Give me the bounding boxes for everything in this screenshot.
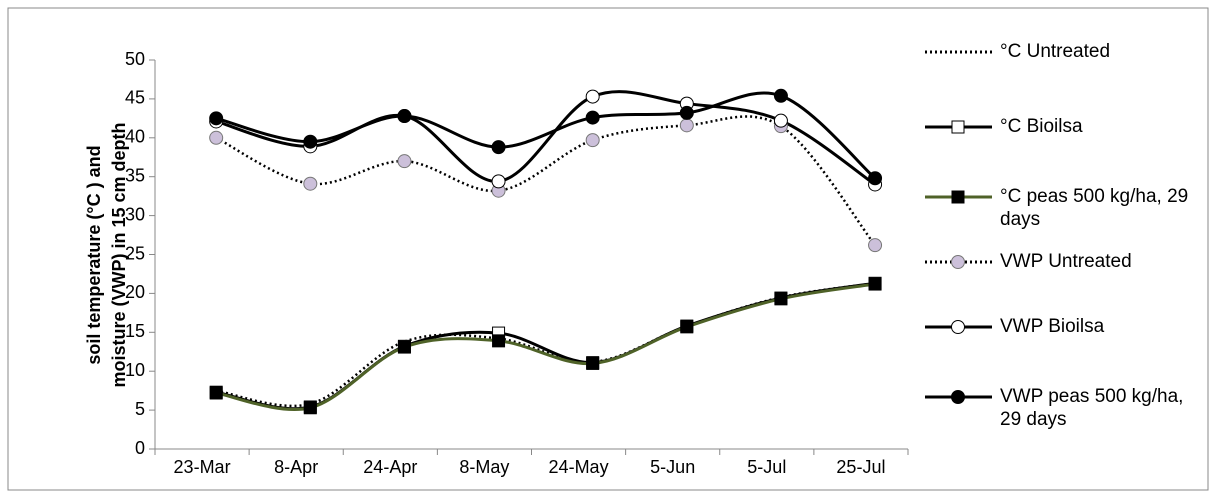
- marker: [679, 105, 694, 120]
- y-tick-label: 5: [135, 399, 145, 419]
- series-line: [215, 115, 877, 246]
- marker: [397, 154, 412, 169]
- marker: [303, 176, 318, 191]
- marker: [680, 320, 694, 334]
- y-tick-label: 35: [125, 165, 145, 185]
- series-line: [215, 91, 877, 180]
- y-axis-label: soil temperature (°C ) and: [84, 145, 104, 364]
- y-tick-label: 40: [125, 127, 145, 147]
- marker: [774, 292, 788, 306]
- legend-label: VWP peas 500 kg/ha, 29 days: [1000, 386, 1184, 430]
- marker: [585, 133, 600, 148]
- marker: [491, 174, 506, 189]
- marker: [585, 89, 600, 104]
- y-tick-label: 10: [125, 360, 145, 380]
- marker: [209, 386, 223, 400]
- marker: [951, 390, 965, 404]
- marker: [951, 320, 965, 334]
- x-tick-label: 5-Jul: [747, 457, 786, 477]
- marker: [397, 340, 411, 354]
- x-tick-label: 25-Jul: [836, 457, 885, 477]
- y-tick-label: 50: [125, 49, 145, 69]
- x-tick-label: 8-May: [459, 457, 509, 477]
- marker: [303, 401, 317, 415]
- series-line: [215, 90, 876, 186]
- x-tick-label: 8-Apr: [274, 457, 318, 477]
- y-tick-label: 30: [125, 204, 145, 224]
- y-tick-label: 0: [135, 438, 145, 458]
- legend-label: VWP Untreated: [1000, 251, 1132, 272]
- marker: [679, 118, 694, 133]
- series-line: [215, 282, 876, 411]
- x-tick-label: 24-May: [549, 457, 609, 477]
- marker: [868, 238, 883, 253]
- marker: [951, 255, 965, 269]
- y-axis-label: moisture (VWP) in 15 cm depth: [109, 122, 129, 387]
- y-tick-label: 45: [125, 88, 145, 108]
- marker: [209, 130, 224, 145]
- marker: [491, 140, 506, 155]
- y-tick-label: 25: [125, 243, 145, 263]
- legend-label: °C peas 500 kg/ha, 29 days: [1000, 186, 1189, 230]
- x-tick-label: 23-Mar: [174, 457, 231, 477]
- marker: [868, 171, 883, 186]
- marker: [586, 356, 600, 370]
- marker: [397, 109, 412, 124]
- y-tick-label: 20: [125, 282, 145, 302]
- marker: [868, 277, 882, 291]
- legend-label: VWP Bioilsa: [1000, 316, 1105, 337]
- x-tick-label: 24-Apr: [363, 457, 417, 477]
- marker: [585, 110, 600, 125]
- marker: [773, 88, 788, 103]
- legend-label: °C Bioilsa: [1000, 116, 1083, 137]
- legend-label: °C Untreated: [1000, 41, 1111, 62]
- marker: [492, 334, 506, 348]
- y-tick-label: 15: [125, 321, 145, 341]
- marker: [303, 134, 318, 149]
- chart-border: [7, 7, 1209, 491]
- marker: [951, 190, 965, 204]
- x-tick-label: 5-Jun: [650, 457, 695, 477]
- marker: [773, 113, 788, 128]
- marker: [951, 120, 965, 134]
- marker: [209, 111, 224, 126]
